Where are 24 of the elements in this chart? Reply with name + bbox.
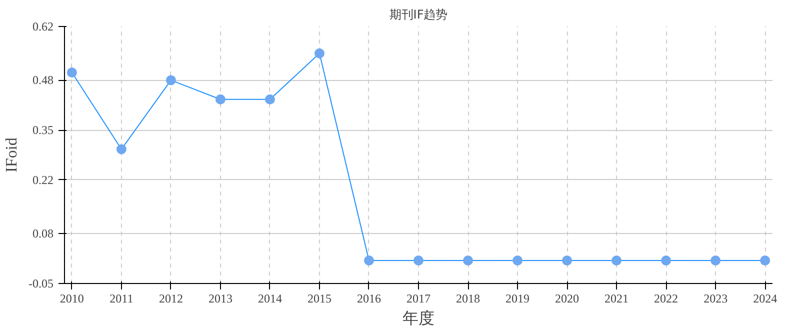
y-tick-label: 0.08: [32, 226, 54, 241]
x-tick-label: 2018: [456, 292, 480, 306]
x-tick-label: 2021: [604, 292, 629, 306]
x-axis-title: 年度: [402, 310, 434, 328]
x-tick-label: 2022: [654, 292, 678, 306]
y-tick-label: 0.22: [32, 172, 54, 187]
y-tick-label: -0.05: [28, 276, 54, 290]
x-tick-label: 2010: [60, 292, 84, 306]
x-tick-label: 2020: [555, 292, 580, 306]
y-tick-label: 0.35: [32, 123, 54, 138]
x-tick-label: 2024: [753, 292, 778, 306]
x-tick-label: 2016: [356, 292, 381, 306]
x-tick-label: 2013: [208, 292, 232, 306]
x-tick-label: 2023: [704, 292, 728, 306]
x-tick-label: 2017: [406, 292, 430, 306]
x-tick-label: 2011: [110, 292, 134, 306]
y-tick-label: 0.48: [32, 73, 54, 88]
x-tick-label: 2015: [307, 292, 332, 306]
x-tick-label: 2012: [158, 292, 183, 306]
y-tick-label: 0.62: [32, 20, 54, 34]
x-tick-label: 2014: [258, 292, 282, 306]
chart-title: 期刊IF趋势: [389, 8, 448, 22]
y-axis-title: IFoid: [4, 138, 21, 172]
x-tick-label: 2019: [506, 292, 530, 306]
